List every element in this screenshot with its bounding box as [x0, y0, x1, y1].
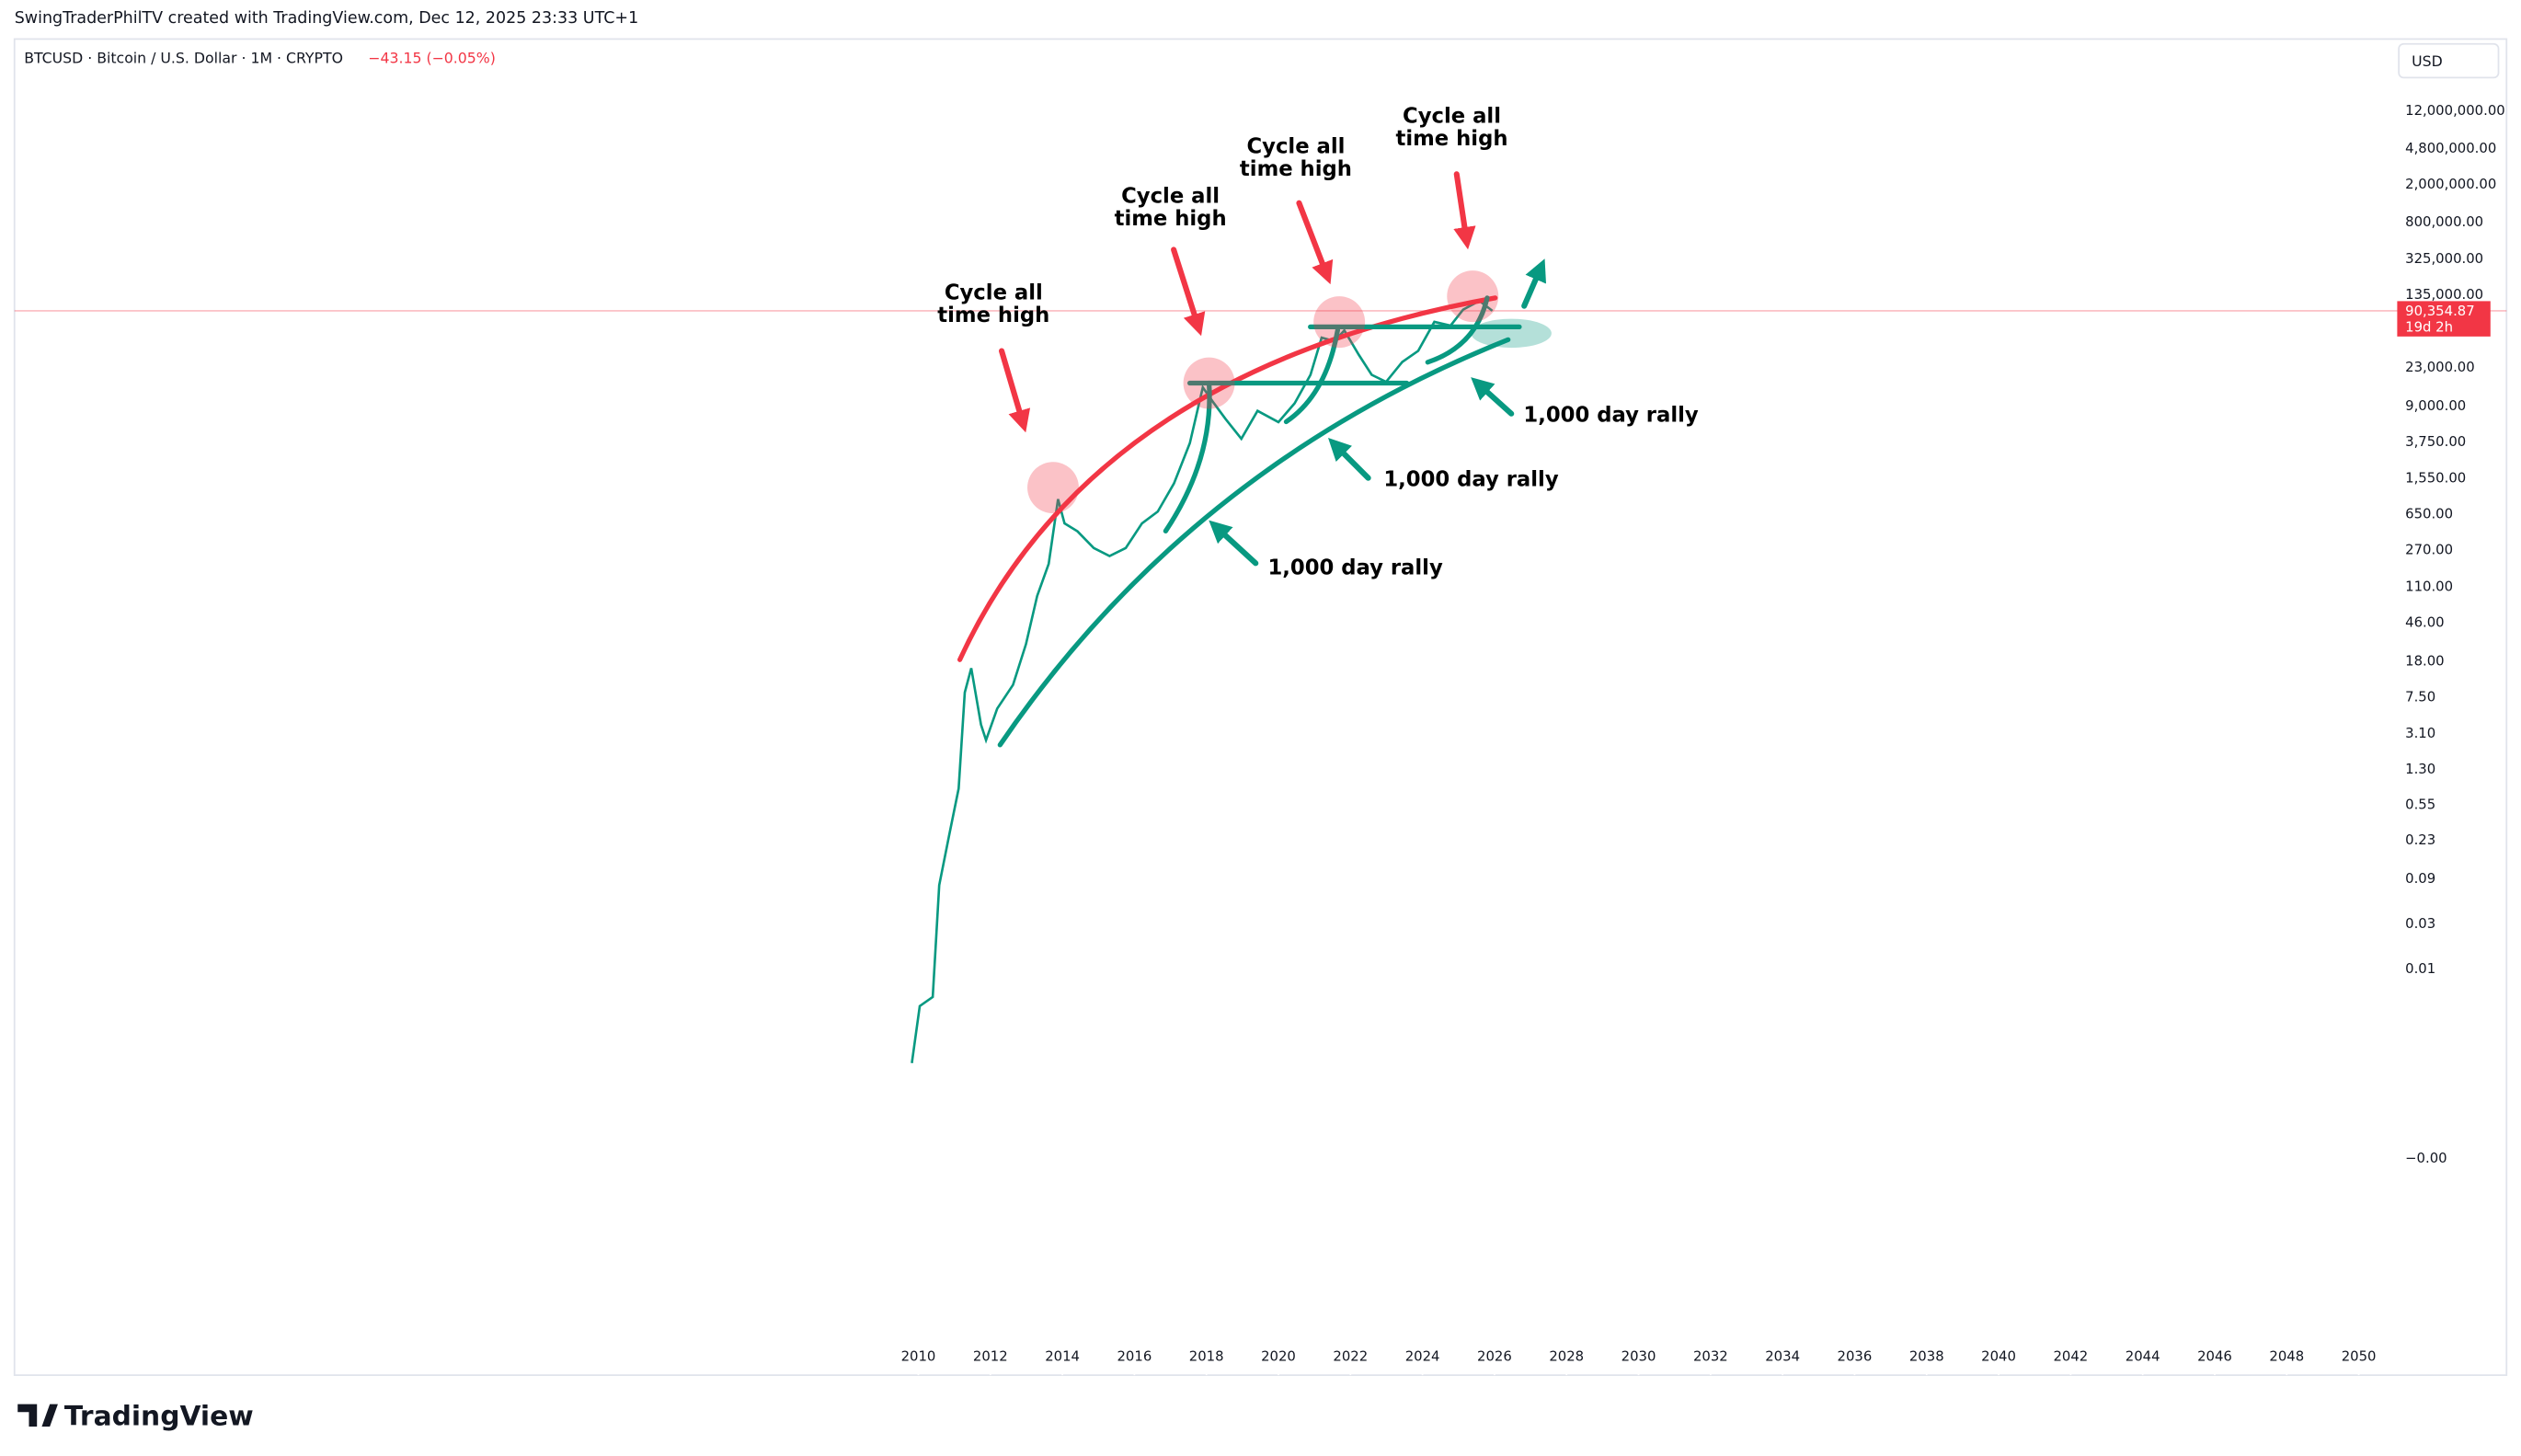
- y-tick-label: 325,000.00: [2405, 250, 2483, 267]
- y-tick-label: 0.03: [2405, 915, 2435, 932]
- y-tick-label: 1.30: [2405, 761, 2435, 777]
- plot: 12,000,000.00 4,800,000.00 2,000,000.00 800…: [14, 102, 2507, 1376]
- brand-logo: TradingView: [17, 1400, 254, 1432]
- x-tick-label: 2038: [1909, 1347, 1944, 1364]
- drawings: [957, 171, 1552, 748]
- y-tick-label: 270.00: [2405, 542, 2453, 558]
- annotation: time high: [1115, 207, 1227, 231]
- ath-circle: [1313, 296, 1366, 349]
- y-tick-label: 0.55: [2405, 796, 2435, 812]
- arrow: [998, 348, 1031, 433]
- y-tick-label: 0.01: [2405, 960, 2435, 977]
- annotation: Cycle all: [1246, 135, 1345, 159]
- x-tick-label: 2010: [901, 1347, 936, 1364]
- ath-circle: [1447, 270, 1499, 323]
- x-tick-label: 2016: [1117, 1347, 1152, 1364]
- x-tick-label: 2044: [2126, 1347, 2160, 1364]
- y-tick-label: 1,550.00: [2405, 470, 2466, 487]
- y-tick-label: 9,000.00: [2405, 397, 2466, 414]
- red-arc: [957, 295, 1498, 662]
- annotation: time high: [1240, 157, 1352, 181]
- y-tick-label: 3.10: [2405, 725, 2435, 741]
- x-tick-label: 2030: [1621, 1347, 1656, 1364]
- y-tick-label: 135,000.00: [2405, 286, 2483, 303]
- last-price-box: [2397, 301, 2491, 337]
- currency-box[interactable]: [2398, 42, 2500, 79]
- x-tick-label: 2018: [1189, 1347, 1224, 1364]
- y-tick-label: 4,800,000.00: [2405, 140, 2496, 156]
- annotation: time high: [1395, 127, 1507, 151]
- x-tick-label: 2014: [1045, 1347, 1080, 1364]
- x-tick-label: 2012: [973, 1347, 1008, 1364]
- x-tick-label: 2026: [1477, 1347, 1512, 1364]
- change: −43.15 (−0.05%): [368, 50, 496, 67]
- annotation: time high: [937, 304, 1049, 327]
- y-tick-label: 7.50: [2405, 689, 2435, 705]
- countdown: 19d 2h: [2405, 319, 2453, 336]
- y-tick-label: 0.23: [2405, 831, 2435, 848]
- arrow: [1521, 258, 1547, 309]
- y-tick-label: 2,000,000.00: [2405, 176, 2496, 192]
- arrow: [1296, 200, 1334, 285]
- ath-circle: [1027, 462, 1079, 514]
- currency: USD: [2412, 52, 2443, 70]
- target-zone: [1471, 318, 1552, 349]
- x-tick-label: 2022: [1333, 1347, 1368, 1364]
- y-tick-label: 12,000,000.00: [2405, 102, 2505, 119]
- ath-circle: [1183, 357, 1235, 409]
- annotation: Cycle all: [1403, 104, 1501, 128]
- x-tick-label: 2040: [1981, 1347, 2016, 1364]
- y-tick-label: 23,000.00: [2405, 359, 2475, 375]
- last-price-label: 90,354.87: [2405, 303, 2475, 319]
- x-tick-label: 2048: [2269, 1347, 2304, 1364]
- y-tick-label: 110.00: [2405, 579, 2453, 595]
- annotation: 1,000 day rally: [1523, 403, 1698, 427]
- x-tick-label: 2046: [2197, 1347, 2232, 1364]
- arrow: [1171, 246, 1206, 337]
- price-line: [911, 299, 1494, 1063]
- x-tick-label: 2028: [1549, 1347, 1584, 1364]
- symbol: BTCUSD · Bitcoin / U.S. Dollar · 1M · CR…: [24, 50, 343, 67]
- annotation: Cycle all: [945, 281, 1043, 305]
- y-tick-label: −0.00: [2405, 1150, 2447, 1166]
- y-tick-label: 0.09: [2405, 870, 2435, 887]
- x-tick-label: 2050: [2342, 1347, 2377, 1364]
- x-tick-label: 2024: [1405, 1347, 1440, 1364]
- green-arc: [1163, 380, 1212, 533]
- x-tick-label: 2036: [1838, 1347, 1873, 1364]
- y-tick-label: 46.00: [2405, 614, 2445, 631]
- brand: TradingView: [64, 1400, 254, 1432]
- annotation: 1,000 day rally: [1267, 556, 1442, 580]
- arrow: [1471, 377, 1515, 417]
- chart-frame: [13, 38, 2508, 1376]
- green-arc: [997, 337, 1511, 748]
- arrow: [1453, 171, 1476, 250]
- green-arc: [1425, 295, 1490, 365]
- y-tick-label: 18.00: [2405, 653, 2445, 670]
- x-tick-label: 2042: [2053, 1347, 2088, 1364]
- header: SwingTraderPhilTV created with TradingVi…: [15, 9, 638, 28]
- y-tick-label: 3,750.00: [2405, 433, 2466, 450]
- annotation: 1,000 day rally: [1383, 467, 1558, 491]
- arrow: [1209, 520, 1259, 567]
- logo-mark: [17, 1404, 58, 1427]
- y-tick-label: 650.00: [2405, 505, 2453, 522]
- x-tick-label: 2032: [1693, 1347, 1728, 1364]
- arrow: [1328, 438, 1371, 481]
- annotation: Cycle all: [1121, 185, 1220, 209]
- x-tick-label: 2020: [1261, 1347, 1296, 1364]
- y-tick-label: 800,000.00: [2405, 213, 2483, 230]
- x-tick-label: 2034: [1765, 1347, 1800, 1364]
